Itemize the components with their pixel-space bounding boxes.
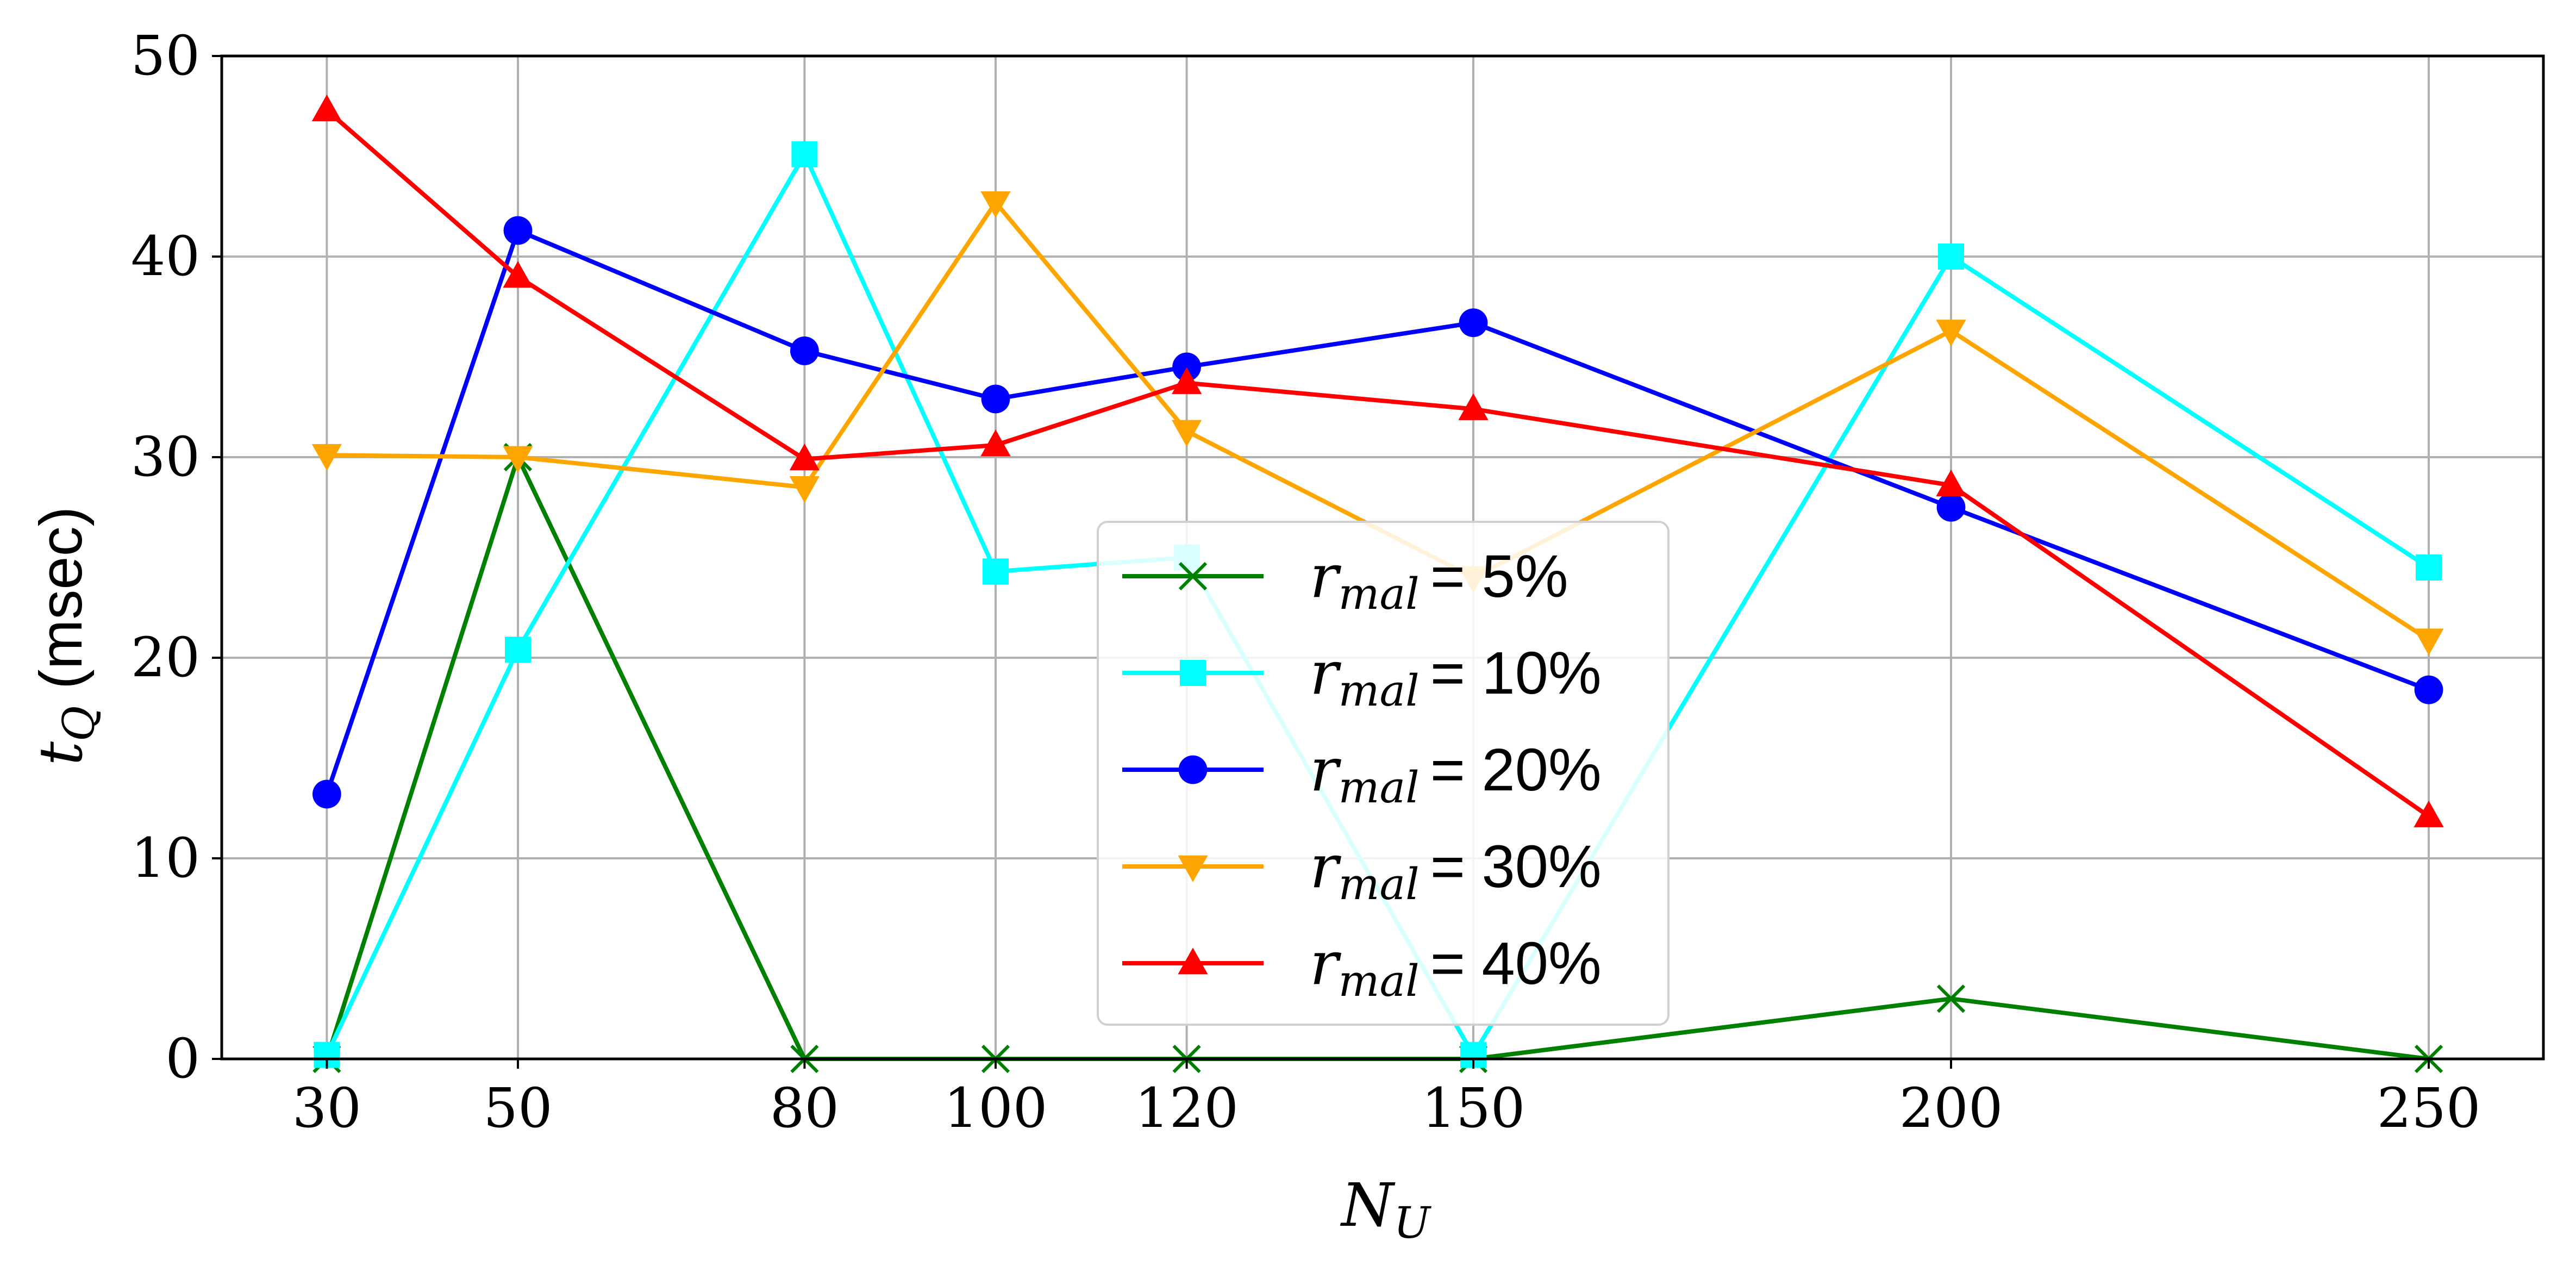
legend-value: = 20% (1430, 737, 1602, 803)
legend-symbol: r (1310, 928, 1342, 998)
y-tick-label: 20 (131, 626, 200, 689)
data-point (981, 384, 1010, 414)
data-point (1172, 420, 1202, 447)
y-tick-label: 10 (131, 826, 200, 890)
legend-value: = 40% (1430, 930, 1602, 997)
legend-box (1097, 521, 1670, 1026)
y-tick-label: 0 (165, 1027, 200, 1090)
series-line (327, 200, 2430, 642)
legend: rmal = 5%rmal = 10%rmal = 20%rmal = 30%rmal =… (1097, 521, 1670, 1026)
legend-subscript: mal (1339, 665, 1420, 716)
y-tick-label: 40 (131, 225, 200, 288)
data-point (504, 637, 531, 663)
legend-value: = 10% (1430, 640, 1602, 707)
data-point (312, 780, 341, 809)
legend-symbol: r (1310, 638, 1342, 708)
data-point (503, 446, 533, 473)
legend-value: = 30% (1430, 833, 1602, 900)
legend-item: rmal = 40% (1122, 928, 1602, 1006)
plot-frame (220, 54, 2545, 1061)
data-point (983, 558, 1009, 585)
x-tick-label: 150 (1422, 1076, 1525, 1140)
x-tick-label: 250 (2377, 1076, 2481, 1140)
legend-item: rmal = 20% (1122, 735, 1602, 813)
legend-label: rmal = 30% (1310, 832, 1602, 909)
data-point (1458, 393, 1489, 420)
data-point (1172, 352, 1202, 382)
legend-subscript: mal (1339, 859, 1420, 909)
y-axis-label-symbol: t (26, 741, 96, 765)
legend-label: rmal = 20% (1310, 735, 1602, 813)
y-tick-label: 30 (131, 425, 200, 489)
x-tick-label: 100 (944, 1076, 1048, 1140)
legend-label: rmal = 5% (1310, 541, 1568, 619)
data-point (503, 216, 533, 245)
legend-symbol: r (1310, 541, 1342, 611)
data-point (1936, 492, 1966, 522)
data-point (789, 476, 820, 503)
data-point (2414, 675, 2443, 704)
data-point (1938, 244, 1965, 270)
x-tick-label: 200 (1899, 1076, 2003, 1140)
x-axis-label-subscript: U (1393, 1198, 1431, 1248)
y-axis-label: tQ (msec) (26, 507, 104, 765)
x-tick-label: 80 (770, 1076, 839, 1140)
data-point (2414, 800, 2444, 827)
x-tick-label: 30 (292, 1076, 361, 1140)
y-tick-label: 50 (131, 24, 200, 88)
data-point (311, 444, 342, 471)
legend-marker (1178, 947, 1208, 975)
data-point (980, 191, 1011, 219)
data-point (1936, 984, 1966, 1013)
data-point (503, 261, 533, 288)
y-axis-label-subscript: Q (53, 706, 104, 741)
series-2 (312, 216, 2443, 809)
series-line (324, 228, 2430, 795)
series-line (325, 108, 2430, 818)
legend-marker (1180, 660, 1206, 686)
legend-subscript: mal (1339, 762, 1420, 813)
y-axis-label-unit: (msec) (28, 507, 95, 706)
legend-item: rmal = 10% (1122, 638, 1602, 716)
series-4 (311, 94, 2444, 827)
series-line (324, 152, 2430, 1057)
legend-marker (1178, 755, 1208, 784)
data-point (1936, 469, 1966, 497)
legend-symbol: r (1310, 735, 1342, 805)
data-point (1936, 320, 1966, 347)
x-tick-label: 120 (1135, 1076, 1239, 1140)
data-point (790, 336, 819, 365)
data-point (980, 429, 1011, 457)
data-point (791, 141, 818, 167)
x-axis-label: NU (1340, 1170, 1431, 1248)
data-point (1172, 367, 1202, 394)
legend-symbol: r (1310, 832, 1342, 901)
data-point (311, 94, 342, 122)
data-point (2416, 554, 2442, 581)
data-point (1459, 308, 1488, 338)
axes: 30 50 80 100 120 150 200 250 0 10 20 30 40 50 (131, 24, 2481, 1140)
x-tick-label: 50 (483, 1076, 552, 1140)
legend-item: rmal = 30% (1122, 832, 1602, 909)
legend-subscript: mal (1339, 956, 1420, 1006)
legend-value: = 5% (1430, 543, 1568, 610)
legend-marker (1178, 855, 1208, 882)
legend-subscript: mal (1339, 569, 1420, 619)
x-axis-label-symbol: N (1340, 1170, 1396, 1240)
legend-item: rmal = 5% (1122, 541, 1568, 619)
legend-label: rmal = 40% (1310, 928, 1602, 1006)
data-point (2414, 628, 2444, 656)
legend-marker (1178, 562, 1208, 591)
series-layer (311, 94, 2444, 1074)
legend-label: rmal = 10% (1310, 638, 1602, 716)
data-point (789, 443, 820, 471)
